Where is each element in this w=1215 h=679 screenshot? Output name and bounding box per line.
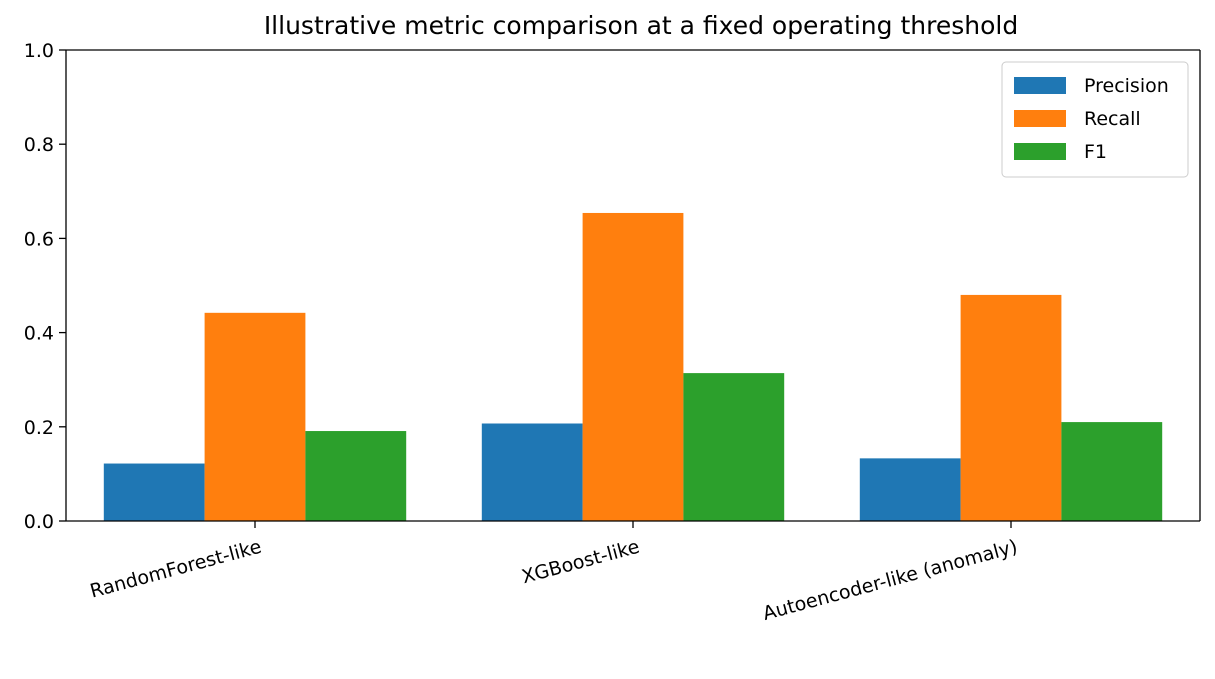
x-tick-label: Autoencoder-like (anomaly)	[761, 536, 1020, 625]
legend: Precision Recall F1	[1001, 61, 1189, 178]
bar-recall-0	[204, 312, 306, 521]
bar-f1-2	[1061, 422, 1163, 521]
legend-swatch	[1014, 110, 1066, 127]
bar-recall-2	[960, 294, 1062, 521]
y-tick-label: 0.6	[24, 228, 54, 250]
bars	[103, 212, 1163, 521]
bar-precision-1	[481, 423, 583, 521]
legend-label: Precision	[1084, 75, 1169, 97]
x-tick-label: XGBoost-like	[519, 536, 641, 589]
x-axis-ticks: RandomForest-like XGBoost-like Autoencoder…	[88, 521, 1020, 625]
chart-title: Illustrative metric comparison at a fixe…	[264, 11, 1018, 40]
y-tick-label: 0.8	[24, 134, 54, 156]
legend-label: F1	[1084, 141, 1107, 163]
x-tick-label: RandomForest-like	[88, 536, 264, 603]
bar-recall-1	[582, 212, 684, 521]
y-axis-ticks: 0.0 0.2 0.4 0.6 0.8 1.0	[24, 40, 66, 533]
y-tick-label: 0.2	[24, 417, 54, 439]
bar-f1-1	[683, 373, 785, 521]
legend-swatch	[1014, 143, 1066, 160]
bar-f1-0	[305, 431, 407, 521]
y-tick-label: 1.0	[24, 40, 54, 62]
y-tick-label: 0.0	[24, 511, 54, 533]
bar-precision-0	[103, 463, 205, 521]
bar-precision-2	[859, 458, 961, 521]
y-tick-label: 0.4	[24, 323, 54, 345]
legend-label: Recall	[1084, 108, 1141, 130]
legend-swatch	[1014, 77, 1066, 94]
